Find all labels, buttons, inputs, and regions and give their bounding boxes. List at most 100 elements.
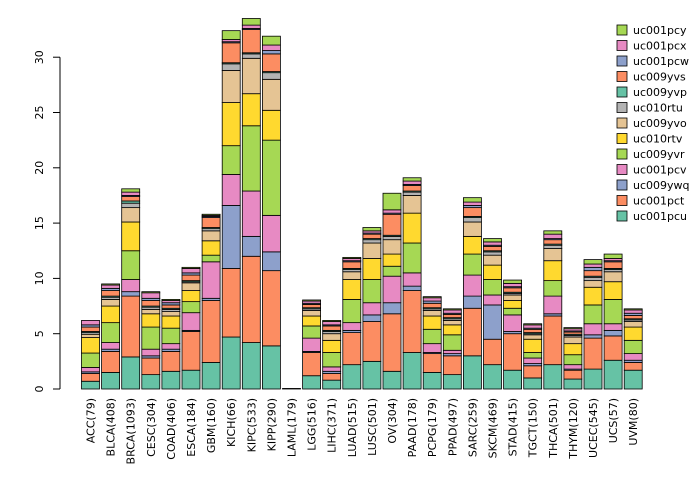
bar-stack — [322, 320, 342, 390]
bar-segment — [261, 345, 281, 390]
bar-segment — [543, 230, 563, 235]
legend-swatch — [616, 55, 628, 67]
bar-segment — [241, 53, 261, 59]
bar-segment — [322, 321, 342, 326]
bar-segment — [483, 254, 502, 266]
legend-swatch — [616, 195, 628, 206]
bar-segment — [543, 295, 563, 315]
bar-segment — [81, 352, 100, 368]
bar-segment — [483, 238, 502, 243]
bar-segment — [422, 310, 442, 317]
bar-segment — [302, 315, 322, 327]
bar-segment — [121, 279, 141, 293]
bar-segment — [462, 197, 482, 203]
bar-segment — [302, 352, 322, 377]
bar-segment — [483, 364, 502, 390]
bar-segment — [221, 30, 241, 40]
bar-segment — [503, 287, 523, 293]
legend-swatch — [616, 148, 628, 160]
bar-stack — [603, 253, 623, 390]
bar-segment — [563, 378, 583, 390]
x-tick-label: BRCA(1093) — [125, 398, 138, 464]
bar-segment — [342, 364, 362, 390]
bar-segment — [322, 333, 342, 341]
bar-segment — [322, 320, 342, 322]
bar-segment — [241, 57, 261, 95]
bar-segment — [623, 308, 643, 311]
bar-segment — [201, 300, 221, 363]
bar-segment — [181, 274, 201, 282]
bar-segment — [523, 334, 543, 340]
bar-segment — [442, 349, 462, 355]
bar-segment — [141, 292, 161, 299]
bar-segment — [241, 93, 261, 127]
bar-segment — [121, 207, 141, 223]
bar-segment — [563, 343, 583, 356]
bar-segment — [362, 233, 382, 239]
bar-segment — [422, 297, 442, 302]
legend-item: uc009yvo — [616, 117, 687, 130]
bar-segment — [362, 279, 382, 304]
bar-segment — [201, 230, 221, 242]
bar-segment — [583, 259, 603, 265]
bar-stack — [382, 192, 402, 390]
bar-segment — [483, 294, 502, 306]
bar-segment — [543, 244, 563, 249]
bar-segment — [302, 299, 322, 302]
x-tick-label: OV(304) — [386, 398, 399, 444]
bar-segment — [382, 239, 402, 255]
bar-segment — [261, 214, 281, 253]
bar-segment — [462, 235, 482, 255]
bar-segment — [342, 332, 362, 366]
bar-segment — [221, 336, 241, 390]
bar-segment — [503, 282, 523, 288]
x-tick-label: UCS(57) — [607, 398, 620, 443]
legend-label: uc009yvp — [633, 86, 687, 99]
legend-label: uc001pcy — [633, 24, 687, 37]
bar-segment — [442, 313, 462, 319]
bar-segment — [181, 268, 201, 274]
bar-segment — [101, 283, 120, 286]
bar-segment — [181, 312, 201, 331]
bar-segment — [342, 322, 362, 331]
bar-segment — [462, 217, 482, 223]
bar-stack — [181, 266, 201, 390]
bar-segment — [201, 254, 221, 263]
bar-segment — [141, 348, 161, 357]
y-tick-label: 15 — [33, 216, 46, 230]
bar-segment — [302, 337, 322, 352]
x-tick-label: KIPC(533) — [245, 398, 258, 452]
bar-stack — [302, 299, 322, 390]
legend-swatch — [616, 117, 628, 129]
bar-segment — [141, 313, 161, 328]
x-tick-label: LGG(516) — [306, 398, 319, 451]
x-tick-label: CESC(304) — [145, 398, 158, 457]
bar-segment — [101, 322, 120, 343]
bar-segment — [583, 266, 603, 272]
legend-swatch — [616, 24, 628, 36]
bar-segment — [121, 250, 141, 280]
bar-segment — [261, 139, 281, 216]
bar-segment — [322, 325, 342, 331]
bar-segment — [442, 355, 462, 376]
bar-segment — [362, 302, 382, 316]
bar-segment — [563, 327, 583, 330]
legend-swatch — [616, 210, 628, 222]
x-axis-labels: ACC(79) BLCA(408) BRCA(1093) CESC(304) COAD(… — [85, 398, 641, 464]
x-tick-label: KICH(66) — [225, 398, 238, 447]
bar-segment — [382, 275, 402, 304]
bar-segment — [422, 302, 442, 309]
legend-label: uc010rtv — [633, 133, 683, 146]
bar-segment — [161, 350, 181, 372]
bar-segment — [462, 295, 482, 309]
x-tick-label: UVM(80) — [627, 398, 640, 446]
bar-segment — [603, 281, 623, 300]
x-tick-label: THCA(501) — [547, 398, 560, 459]
bar-segment — [603, 329, 623, 337]
bar-segment — [563, 369, 583, 380]
legend-swatch — [616, 102, 628, 113]
bar-segment — [241, 24, 261, 29]
bar-segment — [181, 369, 201, 390]
bar-segment — [422, 328, 442, 345]
legend-swatch — [616, 40, 628, 51]
